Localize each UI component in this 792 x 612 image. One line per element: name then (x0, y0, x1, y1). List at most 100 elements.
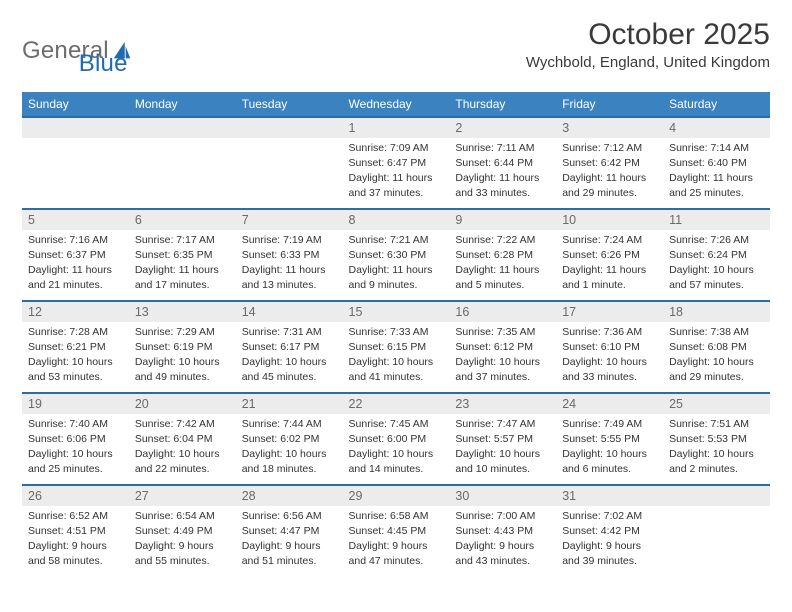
weekday-header: Sunday (22, 92, 129, 116)
weekday-header: Thursday (449, 92, 556, 116)
sunrise-line: Sunrise: 7:17 AM (135, 233, 230, 247)
day-wrap: 3Sunrise: 7:12 AMSunset: 6:42 PMDaylight… (556, 116, 663, 208)
calendar-cell: 4Sunrise: 7:14 AMSunset: 6:40 PMDaylight… (663, 116, 770, 208)
daylight-line: Daylight: 9 hours and 51 minutes. (242, 539, 337, 567)
calendar-week-row: 19Sunrise: 7:40 AMSunset: 6:06 PMDayligh… (22, 392, 770, 484)
sunset-line: Sunset: 6:17 PM (242, 340, 337, 354)
day-number: 30 (449, 486, 556, 506)
day-number (129, 118, 236, 138)
sunrise-line: Sunrise: 7:14 AM (669, 141, 764, 155)
sunrise-line: Sunrise: 7:42 AM (135, 417, 230, 431)
day-number: 6 (129, 210, 236, 230)
sunset-line: Sunset: 6:35 PM (135, 248, 230, 262)
header-row: General Blue October 2025 Wychbold, Engl… (22, 14, 770, 78)
daylight-line: Daylight: 10 hours and 57 minutes. (669, 263, 764, 291)
daylight-line: Daylight: 11 hours and 33 minutes. (455, 171, 550, 199)
day-wrap (129, 116, 236, 208)
calendar-cell: 8Sunrise: 7:21 AMSunset: 6:30 PMDaylight… (343, 208, 450, 300)
page-subtitle: Wychbold, England, United Kingdom (526, 54, 770, 71)
day-wrap: 19Sunrise: 7:40 AMSunset: 6:06 PMDayligh… (22, 392, 129, 484)
sunset-line: Sunset: 6:47 PM (349, 156, 444, 170)
day-wrap: 15Sunrise: 7:33 AMSunset: 6:15 PMDayligh… (343, 300, 450, 392)
daylight-line: Daylight: 11 hours and 21 minutes. (28, 263, 123, 291)
day-wrap: 16Sunrise: 7:35 AMSunset: 6:12 PMDayligh… (449, 300, 556, 392)
day-number: 29 (343, 486, 450, 506)
calendar-cell: 19Sunrise: 7:40 AMSunset: 6:06 PMDayligh… (22, 392, 129, 484)
daylight-line: Daylight: 11 hours and 25 minutes. (669, 171, 764, 199)
daylight-line: Daylight: 10 hours and 53 minutes. (28, 355, 123, 383)
day-wrap: 2Sunrise: 7:11 AMSunset: 6:44 PMDaylight… (449, 116, 556, 208)
sunrise-line: Sunrise: 7:24 AM (562, 233, 657, 247)
calendar-cell: 18Sunrise: 7:38 AMSunset: 6:08 PMDayligh… (663, 300, 770, 392)
calendar-cell: 21Sunrise: 7:44 AMSunset: 6:02 PMDayligh… (236, 392, 343, 484)
day-body: Sunrise: 7:26 AMSunset: 6:24 PMDaylight:… (663, 230, 770, 297)
daylight-line: Daylight: 10 hours and 22 minutes. (135, 447, 230, 475)
day-wrap: 10Sunrise: 7:24 AMSunset: 6:26 PMDayligh… (556, 208, 663, 300)
day-number: 13 (129, 302, 236, 322)
day-wrap (663, 484, 770, 576)
sunset-line: Sunset: 6:28 PM (455, 248, 550, 262)
sunrise-line: Sunrise: 7:21 AM (349, 233, 444, 247)
sunrise-line: Sunrise: 7:16 AM (28, 233, 123, 247)
calendar-cell: 25Sunrise: 7:51 AMSunset: 5:53 PMDayligh… (663, 392, 770, 484)
day-number: 26 (22, 486, 129, 506)
sunset-line: Sunset: 4:42 PM (562, 524, 657, 538)
daylight-line: Daylight: 9 hours and 47 minutes. (349, 539, 444, 567)
day-wrap: 17Sunrise: 7:36 AMSunset: 6:10 PMDayligh… (556, 300, 663, 392)
sunset-line: Sunset: 6:30 PM (349, 248, 444, 262)
daylight-line: Daylight: 11 hours and 37 minutes. (349, 171, 444, 199)
calendar-cell: 3Sunrise: 7:12 AMSunset: 6:42 PMDaylight… (556, 116, 663, 208)
sunset-line: Sunset: 6:37 PM (28, 248, 123, 262)
day-body: Sunrise: 7:19 AMSunset: 6:33 PMDaylight:… (236, 230, 343, 297)
day-number: 10 (556, 210, 663, 230)
sunrise-line: Sunrise: 7:29 AM (135, 325, 230, 339)
day-body: Sunrise: 7:12 AMSunset: 6:42 PMDaylight:… (556, 138, 663, 205)
daylight-line: Daylight: 11 hours and 9 minutes. (349, 263, 444, 291)
day-body: Sunrise: 7:09 AMSunset: 6:47 PMDaylight:… (343, 138, 450, 205)
daylight-line: Daylight: 10 hours and 49 minutes. (135, 355, 230, 383)
day-body: Sunrise: 7:11 AMSunset: 6:44 PMDaylight:… (449, 138, 556, 205)
day-body: Sunrise: 7:36 AMSunset: 6:10 PMDaylight:… (556, 322, 663, 389)
day-body: Sunrise: 7:38 AMSunset: 6:08 PMDaylight:… (663, 322, 770, 389)
sunrise-line: Sunrise: 7:45 AM (349, 417, 444, 431)
day-number: 4 (663, 118, 770, 138)
calendar-cell: 11Sunrise: 7:26 AMSunset: 6:24 PMDayligh… (663, 208, 770, 300)
day-number: 1 (343, 118, 450, 138)
sunset-line: Sunset: 6:02 PM (242, 432, 337, 446)
calendar-cell: 28Sunrise: 6:56 AMSunset: 4:47 PMDayligh… (236, 484, 343, 576)
sunrise-line: Sunrise: 6:54 AM (135, 509, 230, 523)
calendar-cell: 9Sunrise: 7:22 AMSunset: 6:28 PMDaylight… (449, 208, 556, 300)
calendar-week-row: 12Sunrise: 7:28 AMSunset: 6:21 PMDayligh… (22, 300, 770, 392)
day-body: Sunrise: 7:35 AMSunset: 6:12 PMDaylight:… (449, 322, 556, 389)
day-body: Sunrise: 7:02 AMSunset: 4:42 PMDaylight:… (556, 506, 663, 573)
day-number: 31 (556, 486, 663, 506)
day-wrap (22, 116, 129, 208)
sunset-line: Sunset: 6:21 PM (28, 340, 123, 354)
sunrise-line: Sunrise: 7:28 AM (28, 325, 123, 339)
day-number (22, 118, 129, 138)
day-wrap: 1Sunrise: 7:09 AMSunset: 6:47 PMDaylight… (343, 116, 450, 208)
sunset-line: Sunset: 6:12 PM (455, 340, 550, 354)
day-wrap (236, 116, 343, 208)
daylight-line: Daylight: 11 hours and 5 minutes. (455, 263, 550, 291)
sunrise-line: Sunrise: 7:51 AM (669, 417, 764, 431)
day-body: Sunrise: 7:49 AMSunset: 5:55 PMDaylight:… (556, 414, 663, 481)
daylight-line: Daylight: 10 hours and 18 minutes. (242, 447, 337, 475)
day-number: 14 (236, 302, 343, 322)
sunset-line: Sunset: 5:53 PM (669, 432, 764, 446)
daylight-line: Daylight: 10 hours and 25 minutes. (28, 447, 123, 475)
weekday-header: Saturday (663, 92, 770, 116)
sunrise-line: Sunrise: 7:33 AM (349, 325, 444, 339)
sunrise-line: Sunrise: 6:52 AM (28, 509, 123, 523)
sunrise-line: Sunrise: 6:56 AM (242, 509, 337, 523)
calendar-week-row: 26Sunrise: 6:52 AMSunset: 4:51 PMDayligh… (22, 484, 770, 576)
calendar-cell: 27Sunrise: 6:54 AMSunset: 4:49 PMDayligh… (129, 484, 236, 576)
weekday-header: Monday (129, 92, 236, 116)
sunset-line: Sunset: 6:33 PM (242, 248, 337, 262)
day-body: Sunrise: 6:58 AMSunset: 4:45 PMDaylight:… (343, 506, 450, 573)
calendar-cell: 22Sunrise: 7:45 AMSunset: 6:00 PMDayligh… (343, 392, 450, 484)
day-wrap: 9Sunrise: 7:22 AMSunset: 6:28 PMDaylight… (449, 208, 556, 300)
sunset-line: Sunset: 6:44 PM (455, 156, 550, 170)
sunrise-line: Sunrise: 7:44 AM (242, 417, 337, 431)
calendar-cell (236, 116, 343, 208)
